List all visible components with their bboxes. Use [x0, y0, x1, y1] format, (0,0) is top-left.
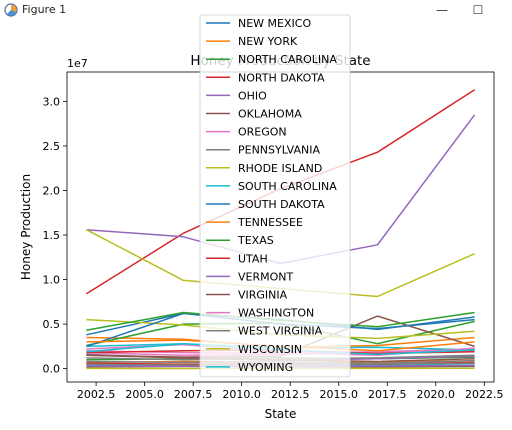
- legend-entry-12: TEXAS: [237, 234, 274, 247]
- x-tick-label-4: 2012.5: [271, 388, 310, 401]
- y-tick-label-0: 0.0: [43, 363, 61, 376]
- legend-entry-5: OKLAHOMA: [238, 108, 302, 121]
- legend-entry-18: WISCONSIN: [238, 343, 302, 356]
- legend-entry-17: WEST VIRGINIA: [238, 325, 323, 338]
- y-tick-label-2: 1.0: [43, 274, 61, 287]
- x-tick-label-6: 2017.5: [368, 388, 407, 401]
- legend: NEW MEXICO NEW YORK NORTH CAROLINA NORTH DA…: [199, 14, 351, 378]
- minimize-button[interactable]: —: [436, 3, 448, 17]
- y-tick-label-3: 1.5: [43, 229, 61, 242]
- legend-entry-15: VIRGINIA: [238, 289, 288, 302]
- legend-entry-16: WASHINGTON: [238, 307, 314, 320]
- legend-entry-1: NEW YORK: [238, 35, 298, 48]
- legend-entry-7: PENNSYLVANIA: [238, 144, 320, 157]
- x-tick-label-0: 2002.5: [77, 388, 116, 401]
- window-titlebar: Figure 1 — ☐: [0, 0, 512, 22]
- legend-entry-8: RHODE ISLAND: [238, 162, 322, 175]
- legend-box: [199, 14, 351, 378]
- legend-entry-11: TENNESSEE: [237, 216, 303, 229]
- x-tick-label-7: 2020.0: [417, 388, 456, 401]
- legend-entry-13: UTAH: [238, 252, 268, 265]
- y-axis-label: Honey Production: [19, 174, 33, 280]
- legend-entry-10: SOUTH DAKOTA: [238, 198, 325, 211]
- y-tick-label-5: 2.5: [43, 140, 61, 153]
- window-title: Figure 1: [22, 3, 67, 16]
- y-offset-text: 1e7: [67, 57, 88, 70]
- matplotlib-figure-icon: [4, 3, 18, 17]
- y-tick-label-6: 3.0: [43, 95, 61, 108]
- x-tick-label-1: 2005.0: [125, 388, 164, 401]
- legend-entry-19: WYOMING: [238, 361, 293, 374]
- legend-entry-14: VERMONT: [238, 270, 293, 283]
- x-axis-label: State: [265, 407, 297, 421]
- x-tick-label-8: 2022.5: [465, 388, 504, 401]
- legend-entry-9: SOUTH CAROLINA: [238, 180, 337, 193]
- legend-entry-6: OREGON: [238, 126, 287, 139]
- x-tick-label-5: 2015.0: [319, 388, 358, 401]
- x-tick-label-2: 2007.5: [174, 388, 213, 401]
- x-tick-label-3: 2010.0: [222, 388, 261, 401]
- legend-entry-4: OHIO: [238, 89, 267, 102]
- legend-entry-2: NORTH CAROLINA: [238, 53, 337, 66]
- maximize-button[interactable]: ☐: [472, 3, 484, 17]
- legend-entry-0: NEW MEXICO: [238, 17, 311, 30]
- legend-entry-3: NORTH DAKOTA: [238, 71, 325, 84]
- y-tick-label-4: 2.0: [43, 184, 61, 197]
- y-tick-label-1: 0.5: [43, 318, 61, 331]
